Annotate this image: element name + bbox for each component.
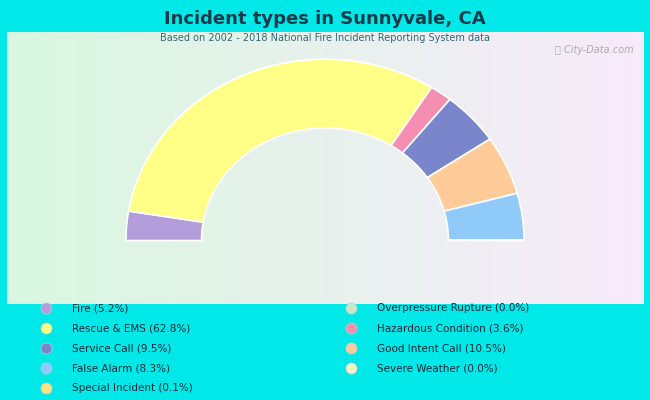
Text: Based on 2002 - 2018 National Fire Incident Reporting System data: Based on 2002 - 2018 National Fire Incid… [160,33,490,43]
Wedge shape [126,211,203,240]
Text: Good Intent Call (10.5%): Good Intent Call (10.5%) [377,343,506,353]
Text: Rescue & EMS (62.8%): Rescue & EMS (62.8%) [72,323,190,333]
Text: ⓘ City-Data.com: ⓘ City-Data.com [555,45,634,55]
Text: Service Call (9.5%): Service Call (9.5%) [72,343,171,353]
Text: Hazardous Condition (3.6%): Hazardous Condition (3.6%) [377,323,523,333]
Wedge shape [427,139,517,211]
Text: Fire (5.2%): Fire (5.2%) [72,303,128,313]
Wedge shape [129,59,432,222]
Text: Severe Weather (0.0%): Severe Weather (0.0%) [377,363,498,373]
Text: False Alarm (8.3%): False Alarm (8.3%) [72,363,170,373]
Wedge shape [391,88,450,153]
Text: Overpressure Rupture (0.0%): Overpressure Rupture (0.0%) [377,303,529,313]
Text: Special Incident (0.1%): Special Incident (0.1%) [72,383,192,393]
Wedge shape [444,193,524,240]
Text: Incident types in Sunnyvale, CA: Incident types in Sunnyvale, CA [164,10,486,28]
Wedge shape [402,99,490,178]
